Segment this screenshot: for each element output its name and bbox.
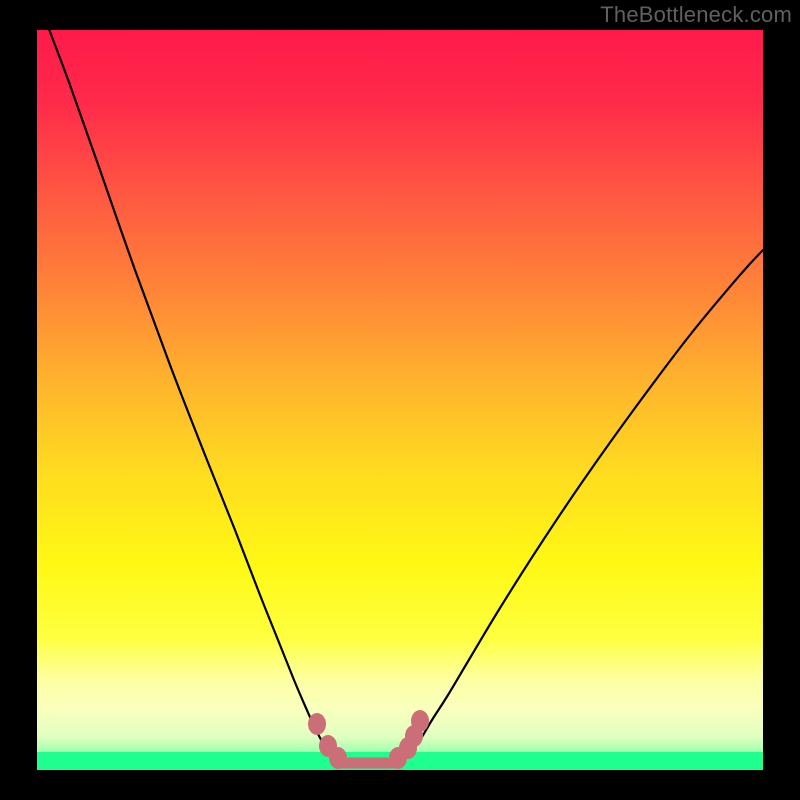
marker-point	[308, 713, 326, 735]
bottleneck-chart	[0, 0, 800, 800]
gradient-background	[37, 30, 763, 770]
watermark-text: TheBottleneck.com	[600, 2, 792, 28]
marker-point	[329, 747, 347, 769]
marker-point	[411, 710, 429, 732]
